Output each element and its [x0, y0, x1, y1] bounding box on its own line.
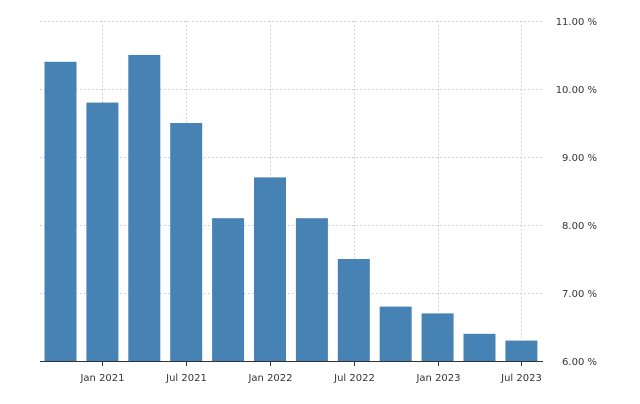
bar	[212, 218, 245, 361]
axes	[40, 361, 543, 366]
y-tick-label: 8.00 %	[562, 221, 597, 232]
bar	[170, 123, 203, 361]
y-tick-labels: 6.00 % 7.00 % 8.00 % 9.00 % 10.00 % 11.00 %	[556, 17, 597, 368]
x-tick-label: Jul 2022	[333, 373, 375, 384]
grid-lines	[40, 21, 543, 361]
x-tick-label: Jan 2022	[247, 373, 292, 384]
bar	[44, 61, 77, 362]
bar	[86, 102, 119, 361]
y-tick-label: 9.00 %	[562, 153, 597, 164]
x-tick-label: Jan 2021	[79, 373, 124, 384]
x-tick-label: Jul 2021	[165, 373, 207, 384]
bar	[337, 259, 370, 361]
bar	[128, 55, 161, 361]
bar	[421, 313, 454, 361]
y-tick-label: 6.00 %	[562, 357, 597, 368]
y-tick-label: 10.00 %	[556, 85, 597, 96]
x-tick-label: Jul 2023	[500, 373, 542, 384]
bar	[379, 306, 412, 361]
x-tick-label: Jan 2023	[415, 373, 460, 384]
bar	[254, 177, 286, 361]
bar	[505, 340, 538, 361]
y-tick-label: 7.00 %	[562, 289, 597, 300]
bar	[295, 218, 328, 361]
bars	[44, 55, 538, 362]
bar	[463, 333, 496, 361]
x-tick-labels: Jan 2021 Jul 2021 Jan 2022 Jul 2022 Jan 2023…	[79, 373, 541, 384]
y-tick-label: 11.00 %	[556, 17, 597, 28]
